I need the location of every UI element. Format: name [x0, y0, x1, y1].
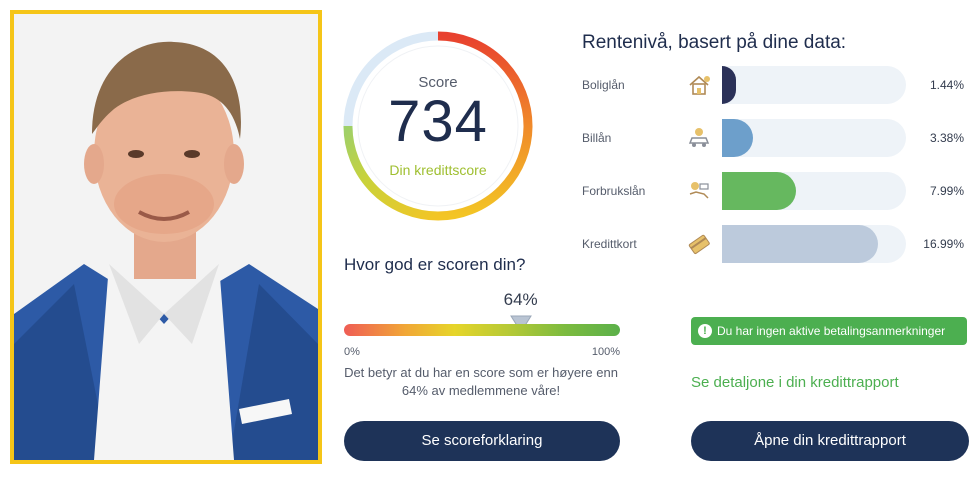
report-details-link[interactable]: Se detaljone i din kredittrapport [691, 374, 899, 391]
percentile-bar [344, 324, 620, 336]
credit-card-icon [688, 234, 710, 254]
score-subtitle: Din kredittscore [389, 162, 487, 178]
rate-value: 1.44% [929, 78, 964, 92]
no-payment-remarks-badge: ! Du har ingen aktive betalingsanmerknin… [691, 317, 967, 345]
rate-name: Billån [582, 131, 612, 145]
rate-name: Kredittkort [582, 237, 637, 251]
rate-bar-fill [722, 225, 878, 263]
rate-value: 3.38% [929, 131, 964, 145]
rate-bar-track [722, 225, 906, 263]
profile-photo [10, 10, 322, 464]
score-label: Score [418, 74, 458, 91]
house-icon [689, 75, 710, 95]
rate-value: 7.99% [929, 184, 964, 198]
rate-row-billan: Billån 3.38% [582, 119, 972, 159]
score-question-heading: Hvor god er scoren din? [344, 255, 526, 274]
rate-value: 16.99% [923, 237, 964, 251]
rate-bar-track [722, 66, 906, 104]
rate-bar-fill [722, 66, 736, 104]
score-value: 734 [388, 89, 488, 154]
credit-score-gauge: Score 734 Din kredittscore [338, 26, 538, 226]
score-gauge-ring [343, 31, 533, 221]
rate-bar-track [722, 172, 906, 210]
rate-bar-fill [722, 119, 753, 157]
percentile-explanation: Det betyr at du har en score som er høye… [344, 365, 618, 398]
car-icon [688, 128, 710, 147]
rate-bar-track [722, 119, 906, 157]
score-explanation-button[interactable]: Se scoreforklaring [344, 421, 620, 461]
person-portrait-icon [14, 14, 318, 460]
rate-bar-fill [722, 172, 796, 210]
rate-name: Forbrukslån [582, 184, 646, 198]
rate-row-kredittkort: Kredittkort 16.99% [582, 225, 972, 265]
rate-name: Boliglån [582, 78, 625, 92]
info-icon: ! [698, 324, 712, 338]
percentile-max-label: 100% [591, 346, 620, 358]
percentile-min-label: 0% [344, 346, 360, 358]
no-payment-remarks-text: Du har ingen aktive betalingsanmerkninge… [717, 324, 946, 338]
money-hand-icon [689, 182, 709, 199]
rate-row-boliglan: Boliglån 1.44% [582, 66, 972, 106]
open-credit-report-button[interactable]: Åpne din kredittrapport [691, 421, 969, 461]
rates-title: Rentenivå, basert på dine data: [582, 32, 847, 53]
rate-row-forbrukslan: Forbrukslån 7.99% [582, 172, 972, 212]
percentile-value: 64% [503, 290, 538, 309]
